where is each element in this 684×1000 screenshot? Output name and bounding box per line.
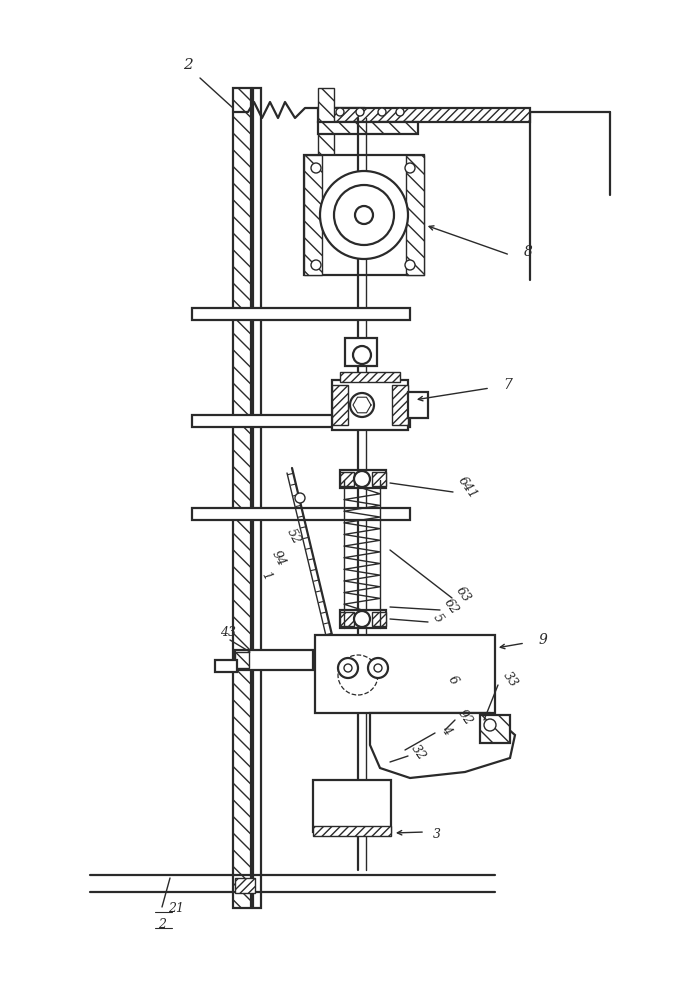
Circle shape [295,493,305,503]
Bar [372,472,386,486]
Text: 43: 43 [220,626,236,640]
Text: 32: 32 [408,743,428,763]
Bar [304,155,322,275]
Text: 5: 5 [430,611,445,625]
Bar [192,415,410,427]
Bar [235,652,249,668]
Circle shape [311,260,321,270]
Circle shape [311,163,321,173]
Text: 94: 94 [269,548,287,568]
Circle shape [334,185,394,245]
Bar [392,385,408,425]
Circle shape [338,658,358,678]
Bar [406,155,424,275]
Text: 6: 6 [445,673,460,687]
Circle shape [396,108,404,116]
Text: 33: 33 [500,670,520,690]
Circle shape [353,346,371,364]
Polygon shape [370,713,515,778]
Bar [345,338,377,366]
Text: 2: 2 [158,918,166,930]
Bar [318,122,418,134]
Text: 2: 2 [183,58,193,72]
Bar [192,308,410,320]
Text: 7: 7 [503,378,512,392]
Circle shape [368,658,388,678]
Bar [233,88,251,908]
Text: 62: 62 [441,597,461,617]
Bar [215,660,237,672]
Circle shape [356,108,364,116]
Circle shape [405,260,415,270]
Bar [340,372,400,382]
Bar [340,210,388,220]
Bar [340,610,386,628]
Circle shape [374,664,382,672]
Bar [372,612,386,626]
Text: 1: 1 [259,569,274,583]
Text: 52: 52 [285,526,304,546]
Bar [313,780,391,832]
Text: 92: 92 [455,708,475,728]
Circle shape [344,664,352,672]
Bar [304,155,424,275]
Circle shape [320,171,408,259]
Bar [332,380,408,430]
Circle shape [484,719,496,731]
Circle shape [355,206,373,224]
Bar [340,470,386,488]
Bar [253,88,261,908]
Text: 3: 3 [433,828,441,842]
Circle shape [336,108,344,116]
Bar [235,878,255,893]
Text: 63: 63 [453,585,473,605]
Circle shape [378,108,386,116]
Text: 21: 21 [168,902,184,914]
Bar [480,715,510,743]
Text: 4: 4 [438,723,453,737]
Circle shape [354,471,370,487]
Bar [332,385,348,425]
Text: 9: 9 [538,633,547,647]
Bar [192,508,410,520]
Bar [318,88,334,183]
Bar [340,612,354,626]
Bar [235,650,313,670]
Bar [313,826,391,836]
Bar [408,392,428,418]
Circle shape [354,611,370,627]
Bar [318,108,530,122]
Circle shape [405,163,415,173]
Bar [340,472,354,486]
Text: 8: 8 [523,245,532,259]
Bar [315,635,495,713]
Circle shape [350,393,374,417]
Text: 641: 641 [455,474,479,502]
